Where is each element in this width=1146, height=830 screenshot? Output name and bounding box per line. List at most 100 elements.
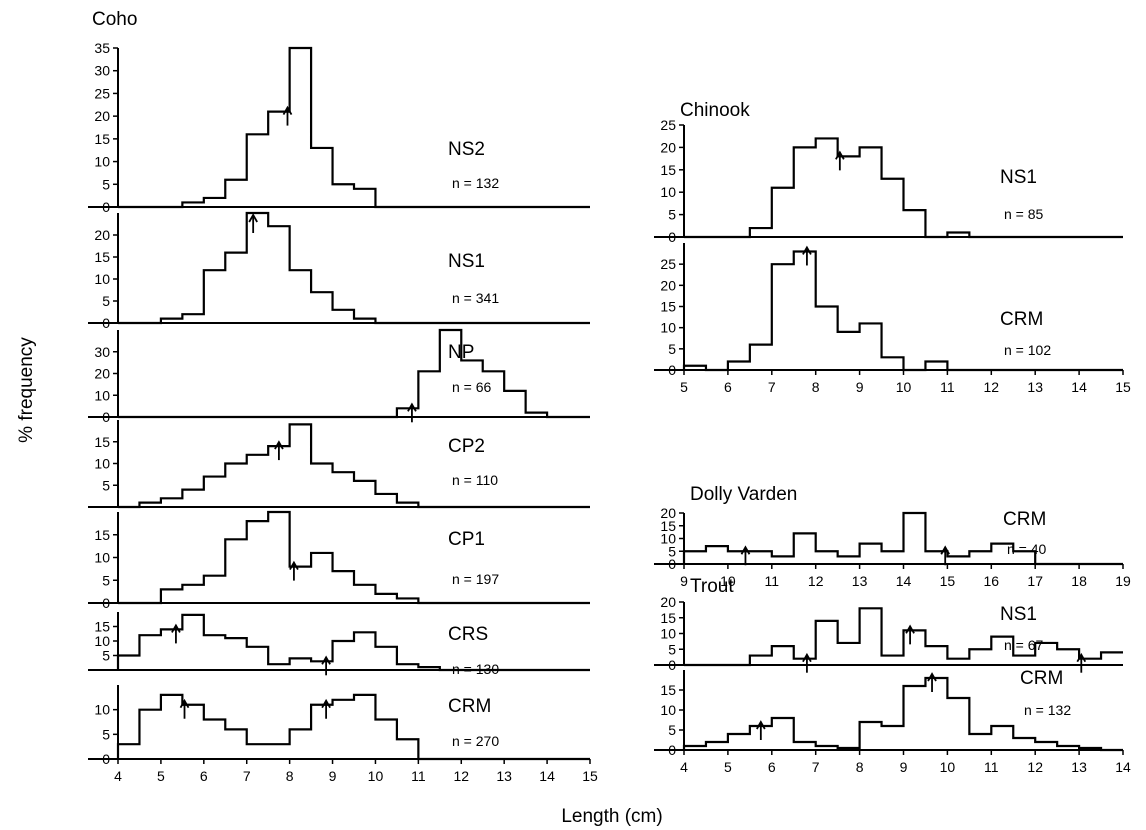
histogram-bar <box>161 589 182 603</box>
histogram-bar <box>139 635 160 670</box>
histogram-bar <box>1013 656 1035 665</box>
sample-size-label: n = 132 <box>1024 702 1071 718</box>
histogram-bar <box>118 656 139 671</box>
x-tick-label: 12 <box>1027 759 1043 775</box>
mean-arrow-icon <box>248 213 258 233</box>
histogram-bar <box>290 48 311 207</box>
y-tick-label: 15 <box>660 162 676 178</box>
histogram-bar <box>161 695 182 759</box>
histogram-bar <box>706 742 728 750</box>
x-tick-label: 7 <box>768 379 776 395</box>
histogram-bar <box>969 734 991 750</box>
histogram-bar <box>375 647 396 670</box>
y-tick-label: 10 <box>94 271 110 287</box>
histogram-outline <box>118 328 590 419</box>
histogram-bar <box>182 585 203 603</box>
y-tick-label: 20 <box>94 108 110 124</box>
y-tick-label: 15 <box>94 434 110 450</box>
sample-size-label: n = 85 <box>1004 206 1044 222</box>
histogram-panel-coho-ns1: 0 5 10 15 20 NS1 n = 341 <box>88 211 590 331</box>
mean-arrow-icon <box>321 698 331 719</box>
sample-size-label: n = 40 <box>1007 541 1047 557</box>
x-tick-label: 11 <box>940 379 955 395</box>
y-tick-label: 0 <box>668 556 676 572</box>
x-tick-label: 13 <box>852 573 868 589</box>
histogram-bar <box>182 615 203 670</box>
y-tick-label: 25 <box>660 117 676 133</box>
histogram-panel-chinook-ns1: 0 5 10 15 20 25 NS1 n = 85 <box>654 117 1123 245</box>
histogram-bar <box>728 734 750 750</box>
mean-arrow-icon <box>927 672 937 692</box>
histogram-bar <box>354 481 375 507</box>
x-tick-label: 16 <box>984 573 1000 589</box>
x-tick-label: 10 <box>896 379 912 395</box>
histogram-bar <box>882 357 904 370</box>
histogram-panel-coho-ns2: 0 5 10 15 20 25 30 35 NS2 n = 132 <box>88 40 590 215</box>
y-tick-label: 5 <box>102 176 110 192</box>
histogram-bar <box>904 210 926 237</box>
mean-arrow-icon <box>289 560 299 581</box>
histogram-outline <box>682 250 1123 372</box>
sample-size-label: n = 102 <box>1004 342 1051 358</box>
histogram-bar <box>794 147 816 237</box>
x-tick-label: 10 <box>940 759 956 775</box>
mean-arrow-icon <box>179 698 190 719</box>
y-tick-label: 20 <box>94 227 110 243</box>
y-tick-label: 5 <box>102 477 110 493</box>
histogram-bar <box>311 553 332 603</box>
sample-size-label: n = 130 <box>452 661 499 677</box>
histogram-bar <box>1101 652 1123 665</box>
sample-size-label: n = 132 <box>452 175 499 191</box>
y-tick-label: 5 <box>102 293 110 309</box>
x-tick-label: 4 <box>114 768 122 784</box>
panel-label: NS1 <box>1000 167 1037 188</box>
histogram-bar <box>182 314 203 323</box>
mean-arrow-icon <box>802 652 812 673</box>
x-tick-label: 10 <box>720 573 736 589</box>
histogram-panel-coho-crm: 0 5 10 CRM n = 270 4 5 6 7 8 9 10 11 12 13 14 15 <box>88 685 598 784</box>
y-tick-label: 10 <box>660 626 676 642</box>
y-tick-label: 15 <box>94 249 110 265</box>
histogram-outline <box>682 511 1123 566</box>
histogram-bar <box>268 512 289 603</box>
sample-size-label: n = 341 <box>452 290 499 306</box>
histogram-bar <box>268 744 289 759</box>
species-title-dolly-varden: Dolly Varden <box>690 484 797 505</box>
y-tick-label: 5 <box>668 207 676 223</box>
panel-label: NS1 <box>448 251 485 272</box>
histogram-bar <box>268 112 289 207</box>
histogram-bar <box>1057 649 1079 665</box>
sample-size-label: n = 197 <box>452 571 499 587</box>
histogram-bar <box>290 567 311 603</box>
histogram-bar <box>684 551 706 564</box>
histogram-bar <box>1035 742 1057 750</box>
histogram-bar <box>333 571 354 603</box>
histogram-bar <box>182 705 203 759</box>
x-tick-label: 11 <box>765 573 780 589</box>
histogram-bar <box>772 718 794 750</box>
histogram-bar <box>728 551 750 564</box>
histogram-outline <box>118 510 590 605</box>
histogram-bar <box>247 744 268 759</box>
sample-size-label: n = 110 <box>452 472 498 488</box>
y-tick-label: 15 <box>94 527 110 543</box>
y-tick-label: 0 <box>102 751 110 767</box>
histogram-bar <box>204 720 225 759</box>
mean-arrow-icon <box>282 105 293 126</box>
y-tick-label: 5 <box>102 648 110 664</box>
histogram-bar <box>397 739 418 759</box>
histogram-bar <box>161 629 182 670</box>
species-labels: Coho Chinook Dolly Varden Trout <box>92 9 797 597</box>
panel-label: CP2 <box>448 436 485 457</box>
histogram-bar <box>1013 738 1035 750</box>
x-tick-label: 8 <box>286 768 294 784</box>
x-tick-label: 13 <box>1071 759 1087 775</box>
y-tick-label: 0 <box>668 229 676 245</box>
histogram-bar <box>225 729 246 759</box>
histogram-outline <box>684 607 1123 667</box>
x-tick-label: 19 <box>1115 573 1131 589</box>
mean-arrow-icon <box>740 545 751 566</box>
x-tick-label: 4 <box>680 759 688 775</box>
mean-arrow-icon <box>802 245 812 266</box>
